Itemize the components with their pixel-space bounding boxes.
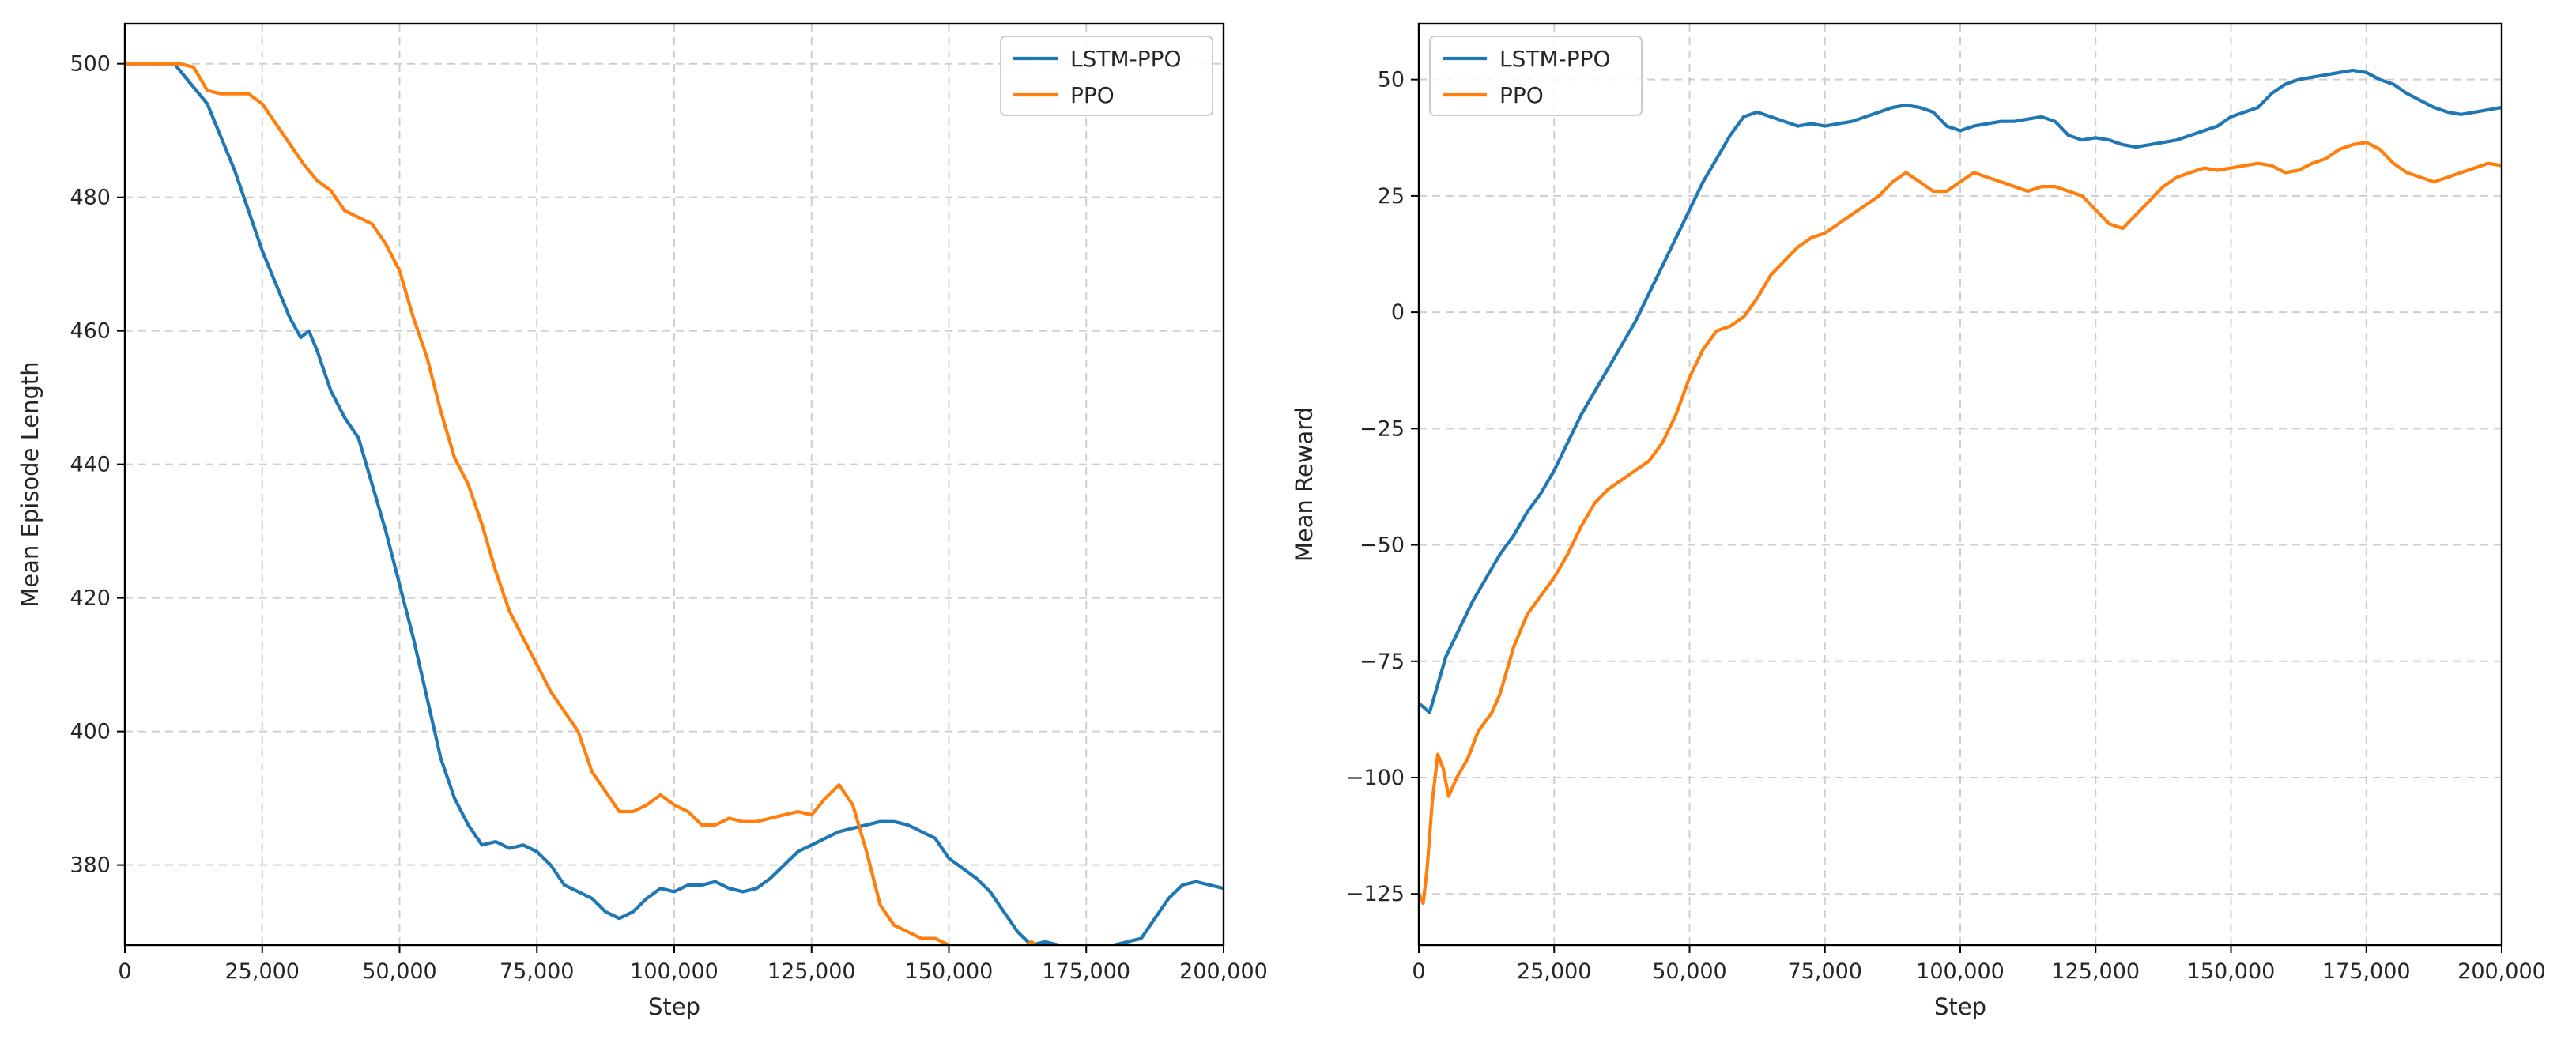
x-tick-label: 200,000	[2457, 959, 2546, 984]
y-tick-label: 440	[70, 453, 111, 477]
x-tick-label: 75,000	[500, 959, 574, 984]
x-tick-label: 175,000	[1042, 959, 1130, 984]
x-tick-label: 125,000	[2051, 959, 2140, 984]
chart-panel-1: 0 25,000 50,000 75,000 100,000 125,000 150,000…	[17, 22, 1268, 1020]
x-tick-label: 125,000	[768, 959, 856, 984]
y-tick-label: −75	[1360, 650, 1405, 674]
x-axis-label: Step	[1934, 993, 1986, 1020]
x-tick-label: 0	[118, 959, 131, 984]
y-axis-label: Mean Episode Length	[17, 361, 43, 607]
y-tick-label: 50	[1378, 68, 1405, 92]
x-tick-label: 50,000	[1652, 959, 1726, 984]
x-tick-label: 150,000	[905, 959, 994, 984]
x-tick-label: 50,000	[362, 959, 436, 984]
legend: LSTM-PPO PPO	[1429, 36, 1643, 116]
y-tick-label: 480	[70, 186, 111, 210]
x-tick-label: 75,000	[1788, 959, 1862, 984]
y-tick-label: 400	[70, 720, 111, 744]
y-tick-label: −50	[1360, 533, 1405, 558]
y-tick-label: −125	[1346, 882, 1405, 906]
y-tick-label: 380	[70, 853, 111, 878]
x-tick-label: 100,000	[1916, 959, 2005, 984]
x-tick-label: 0	[1412, 959, 1425, 984]
gridlines	[1419, 24, 2502, 945]
y-tick-label: 500	[70, 52, 111, 77]
x-axis-label: Step	[648, 993, 700, 1020]
chart-panel-2: 0 25,000 50,000 75,000 100,000 125,000 150,000…	[1291, 22, 2546, 1020]
series-line-ppo	[125, 62, 1039, 945]
legend: LSTM-PPO PPO	[1000, 36, 1213, 116]
series-group	[125, 62, 1224, 945]
x-tick-label: 175,000	[2322, 959, 2411, 984]
y-tick-label: 0	[1391, 300, 1405, 325]
x-tick-label: 25,000	[225, 959, 300, 984]
legend-label-lstm-ppo: LSTM-PPO	[1070, 46, 1182, 72]
y-tick-label: 420	[70, 586, 111, 611]
x-tick-label: 100,000	[630, 959, 718, 984]
x-tick-label: 150,000	[2187, 959, 2276, 984]
x-tick-label: 25,000	[1517, 959, 1591, 984]
series-group	[1419, 68, 2502, 906]
y-tick-label: 25	[1378, 184, 1405, 209]
y-tick-label: 460	[70, 319, 111, 344]
legend-label-ppo: PPO	[1499, 82, 1544, 108]
y-tick-label: −25	[1360, 416, 1405, 441]
series-line-lstm-ppo	[1419, 68, 2502, 714]
series-line-ppo	[1419, 141, 2502, 906]
x-tick-label: 200,000	[1179, 959, 1268, 984]
y-axis-label: Mean Reward	[1291, 407, 1318, 562]
y-tick-label: −100	[1346, 766, 1405, 790]
legend-label-lstm-ppo: LSTM-PPO	[1499, 46, 1611, 72]
series-line-lstm-ppo	[125, 62, 1224, 945]
legend-label-ppo: PPO	[1070, 82, 1115, 108]
